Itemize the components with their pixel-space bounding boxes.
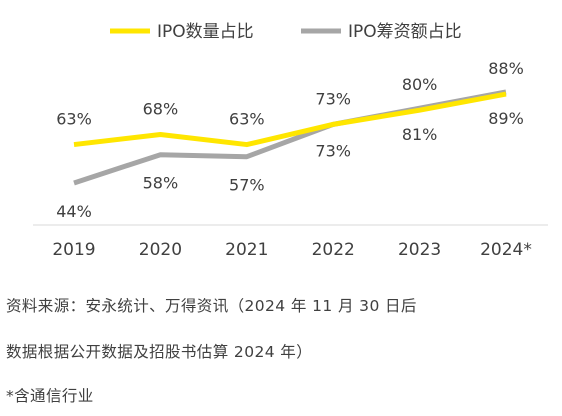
data-label-s0-1: 68% bbox=[143, 99, 179, 118]
series-lines bbox=[73, 89, 507, 186]
x-tick-label-0: 2019 bbox=[52, 240, 95, 260]
x-tick-label-1: 2020 bbox=[139, 240, 182, 260]
source-note-line-2: 数据根据公开数据及招股书估算 2024 年） bbox=[6, 343, 313, 361]
legend-label-1: IPO筹资额占比 bbox=[348, 22, 462, 42]
data-label-s0-3: 73% bbox=[315, 89, 351, 108]
legend-label-0: IPO数量占比 bbox=[157, 22, 254, 42]
line-chart: IPO数量占比 IPO筹资额占比 63% 68% 63% 73% 80% 88% 44% 58%… bbox=[33, 22, 548, 260]
x-tick-label-2: 2021 bbox=[225, 240, 268, 260]
x-axis-ticks: 2019 2020 2021 2022 2023 2024* bbox=[52, 240, 532, 260]
series-line-0 bbox=[73, 91, 507, 148]
source-note-line-1: 资料来源：安永统计、万得资讯（2024 年 11 月 30 日后 bbox=[6, 297, 417, 315]
data-label-s0-0: 63% bbox=[56, 110, 92, 129]
data-labels: 63% 68% 63% 73% 80% 88% 44% 58% 57% 73% 81% 89% bbox=[56, 59, 524, 221]
x-tick-label-4: 2023 bbox=[398, 240, 441, 260]
x-tick-label-3: 2022 bbox=[312, 240, 355, 260]
data-label-s1-5: 89% bbox=[488, 109, 524, 128]
data-label-s1-0: 44% bbox=[56, 202, 92, 221]
data-label-s1-1: 58% bbox=[143, 174, 179, 193]
data-label-s1-2: 57% bbox=[229, 176, 265, 195]
data-label-s1-3: 73% bbox=[315, 141, 351, 160]
data-label-s1-4: 81% bbox=[402, 125, 438, 144]
x-tick-label-5: 2024* bbox=[480, 240, 532, 260]
data-label-s0-4: 80% bbox=[402, 75, 438, 94]
data-label-s0-2: 63% bbox=[229, 110, 265, 129]
data-label-s0-5: 88% bbox=[488, 59, 524, 78]
footnote: *含通信行业 bbox=[6, 387, 94, 405]
legend: IPO数量占比 IPO筹资额占比 bbox=[110, 22, 462, 42]
